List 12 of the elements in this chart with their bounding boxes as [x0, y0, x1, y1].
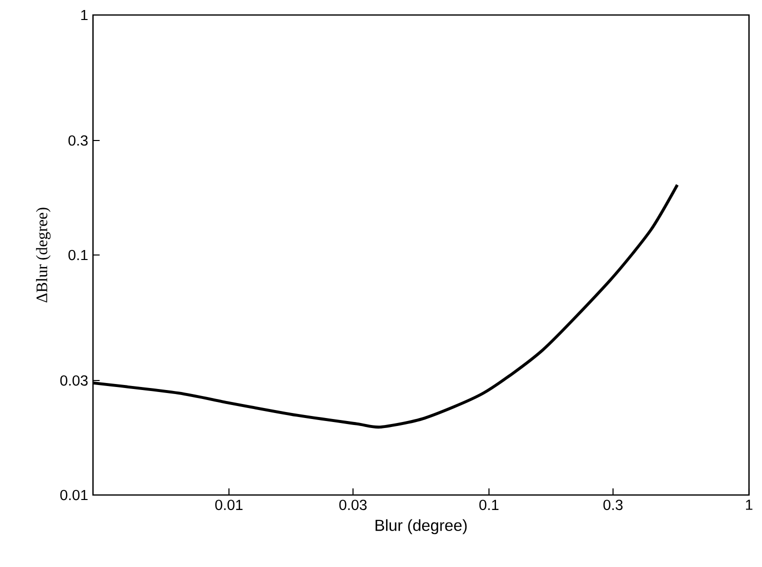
y-tick-label: 1 [81, 10, 88, 20]
x-tick-label: 0.3 [603, 500, 623, 510]
y-axis-title: ΔBlur (degree) [36, 208, 51, 302]
x-axis-title: Blur (degree) [376, 519, 467, 534]
x-tick-label: 1 [746, 500, 752, 510]
y-tick-label: 0.3 [68, 135, 88, 146]
y-tick-label: 0.01 [60, 490, 88, 500]
y-tick-label: 0.03 [60, 375, 88, 386]
x-tick-label: 0.01 [215, 500, 243, 510]
y-tick-label: 0.1 [68, 250, 88, 260]
x-tick-label: 0.03 [339, 500, 367, 510]
x-tick-label: 0.1 [479, 500, 498, 510]
